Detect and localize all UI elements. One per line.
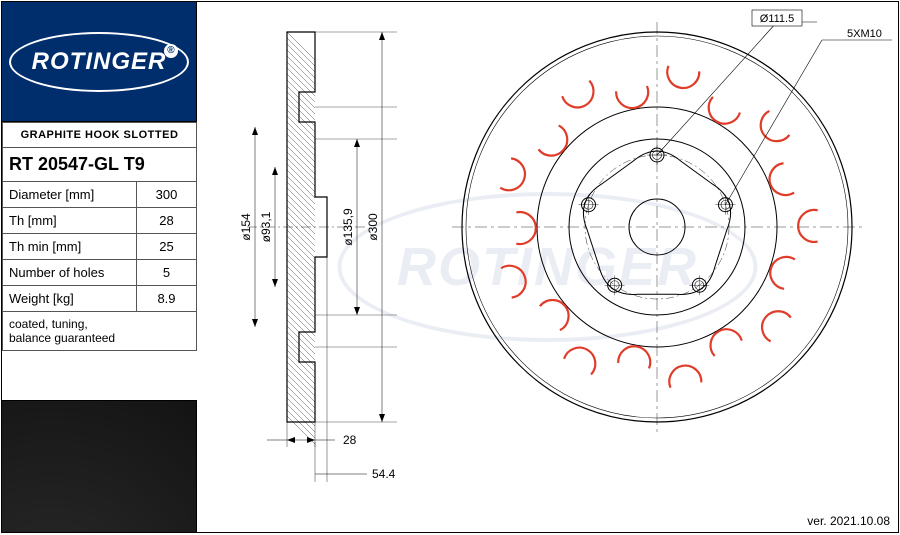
svg-text:ø300: ø300 [366, 213, 380, 241]
spec-label: Number of holes [3, 260, 137, 286]
svg-text:54.4: 54.4 [372, 467, 396, 481]
svg-text:Ø111.5: Ø111.5 [760, 13, 794, 25]
part-number: RT 20547-GL T9 [3, 148, 197, 182]
product-photo [2, 400, 197, 532]
svg-text:ø154: ø154 [239, 213, 253, 241]
spec-label: Diameter [mm] [3, 182, 137, 208]
product-notes: coated, tuning, balance guaranteed [3, 312, 197, 351]
spec-value: 5 [137, 260, 197, 286]
product-title: GRAPHITE HOOK SLOTTED [3, 123, 197, 148]
technical-drawing: ROTINGER Ø111.55XM10ø154ø93,1ø135,9ø3002… [197, 2, 898, 532]
spec-value: 28 [137, 208, 197, 234]
svg-text:ø93,1: ø93,1 [259, 211, 273, 242]
spec-value: 8.9 [137, 286, 197, 312]
spec-value: 300 [137, 182, 197, 208]
brand-name: ROTINGER [32, 48, 167, 75]
brand-logo: ROTINGER® [2, 2, 197, 122]
spec-label: Weight [kg] [3, 286, 137, 312]
spec-label: Th [mm] [3, 208, 137, 234]
svg-text:5XM10: 5XM10 [847, 28, 882, 40]
spec-label: Th min [mm] [3, 234, 137, 260]
spec-table: GRAPHITE HOOK SLOTTED RT 20547-GL T9 Dia… [2, 122, 197, 351]
brand-reg: ® [164, 44, 178, 58]
spec-value: 25 [137, 234, 197, 260]
svg-text:28: 28 [343, 433, 357, 447]
svg-text:ø135,9: ø135,9 [341, 208, 355, 246]
